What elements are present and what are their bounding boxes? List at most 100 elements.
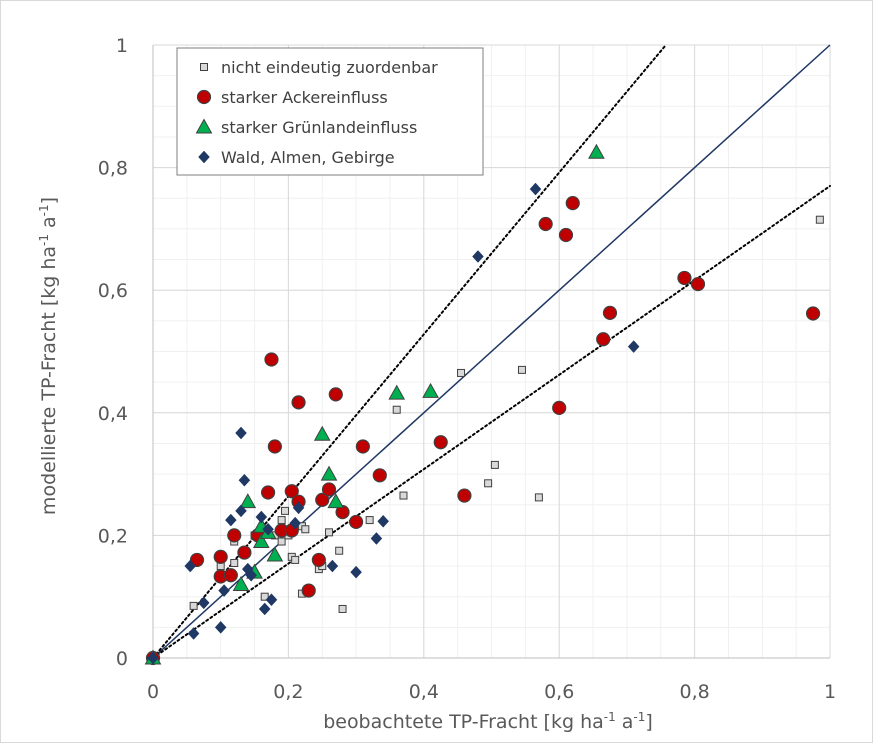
y-tick-label: 0,4	[98, 403, 128, 425]
x-tick-label: 1	[824, 681, 836, 703]
data-point-triangle	[266, 546, 284, 562]
data-point-circle	[237, 545, 252, 560]
data-point-triangle	[239, 493, 257, 509]
data-point-triangle	[232, 575, 250, 591]
data-point-triangle	[313, 425, 331, 441]
data-point-circle	[602, 305, 618, 320]
legend-label: nicht eindeutig zuordenbar	[221, 58, 438, 77]
data-point-diamond	[235, 426, 247, 440]
data-point-diamond	[350, 565, 362, 579]
data-point-diamond	[292, 501, 305, 515]
data-point-diamond	[197, 596, 210, 610]
data-point-circle	[267, 439, 282, 454]
legend-marker-diamond	[198, 150, 210, 164]
data-point-diamond	[326, 559, 339, 573]
data-point-triangle	[320, 465, 338, 481]
data-point-triangle	[588, 143, 605, 159]
data-point-square	[189, 601, 198, 610]
data-point-diamond	[627, 340, 640, 353]
data-point-diamond	[147, 651, 159, 665]
data-point-diamond	[289, 516, 302, 530]
data-point-square	[534, 493, 543, 502]
data-point-triangle	[252, 533, 270, 549]
data-point-square	[277, 516, 286, 525]
data-point-circle	[315, 492, 330, 507]
data-point-triangle	[388, 384, 406, 400]
data-point-circle	[690, 276, 706, 292]
data-point-diamond	[370, 532, 383, 545]
legend-marker-triangle	[195, 118, 213, 134]
data-point-diamond	[187, 627, 200, 640]
data-point-square	[490, 460, 499, 469]
data-point-square	[392, 405, 401, 414]
data-point-diamond	[529, 182, 542, 196]
data-point-diamond	[377, 514, 390, 528]
legend-label: Wald, Almen, Gebirge	[221, 148, 395, 167]
y-tick-labels: 0 0,2 0,4 0,6 0,8 1	[98, 35, 128, 670]
data-point-circle	[538, 216, 553, 232]
data-point-triangle	[422, 382, 439, 398]
data-point-square	[301, 525, 310, 534]
data-point-square	[291, 555, 300, 564]
data-point-diamond	[258, 602, 271, 616]
data-point-circle	[433, 435, 448, 450]
data-point-square	[517, 365, 526, 374]
legend-marker-circle	[196, 89, 212, 105]
data-point-diamond	[238, 473, 251, 487]
y-tick-label: 0	[116, 648, 128, 670]
data-point-circle	[284, 484, 299, 499]
data-point-circle	[355, 439, 370, 454]
data-point-circle	[260, 485, 276, 500]
data-point-circle	[301, 583, 316, 598]
data-point-circle	[677, 270, 692, 286]
legend-label: starker Grünlandeinfluss	[221, 118, 417, 137]
y-tick-label: 0,8	[98, 158, 128, 180]
data-point-square	[815, 215, 824, 224]
data-point-square	[365, 516, 374, 525]
data-point-diamond	[255, 510, 268, 524]
x-tick-label: 0,2	[273, 681, 303, 703]
data-point-circle	[189, 552, 205, 568]
data-point-diamond	[235, 504, 247, 518]
data-point-diamond	[472, 250, 484, 263]
data-point-square	[281, 506, 290, 515]
data-point-circle	[321, 482, 337, 497]
x-axis-title: beobachtete TP-Fracht [kg ha-1 a-1]	[323, 710, 653, 733]
data-point-square	[260, 592, 269, 601]
data-point-diamond	[262, 522, 274, 536]
data-point-circle	[805, 306, 821, 321]
data-point-circle	[213, 549, 228, 564]
data-point-circle	[349, 514, 364, 530]
data-point-circle	[596, 332, 611, 347]
legend-box	[176, 47, 484, 176]
data-point-diamond	[265, 593, 278, 607]
x-tick-label: 0,6	[544, 681, 574, 703]
legend: nicht eindeutig zuordenbar starker Ackere…	[176, 47, 484, 176]
data-point-square	[335, 546, 344, 555]
data-point-square	[484, 479, 493, 488]
data-point-diamond	[184, 559, 197, 573]
y-tick-label: 1	[116, 35, 128, 57]
data-point-square	[457, 368, 466, 377]
data-point-circle	[311, 552, 326, 568]
data-point-circle	[328, 387, 343, 402]
data-point-circle	[291, 395, 306, 410]
data-point-square	[230, 558, 239, 567]
data-point-diamond	[218, 584, 230, 597]
x-tick-label: 0,4	[409, 681, 439, 703]
data-point-square	[325, 528, 334, 537]
y-axis-title: modellierte TP-Fracht [kg ha-1 a-1]	[37, 197, 60, 515]
data-point-circle	[264, 352, 279, 367]
data-points	[144, 143, 824, 666]
x-tick-label: 0,8	[679, 681, 709, 703]
data-point-diamond	[225, 513, 237, 527]
data-point-diamond	[245, 568, 258, 582]
reference-line-upper	[152, 44, 667, 659]
x-tick-labels: 0 0,2 0,4 0,6 0,8 1	[147, 681, 836, 703]
data-point-square	[338, 604, 347, 613]
reference-lines	[152, 44, 831, 659]
data-point-square	[399, 491, 408, 500]
data-point-triangle	[327, 493, 345, 509]
legend-label: starker Ackereinfluss	[221, 88, 388, 107]
